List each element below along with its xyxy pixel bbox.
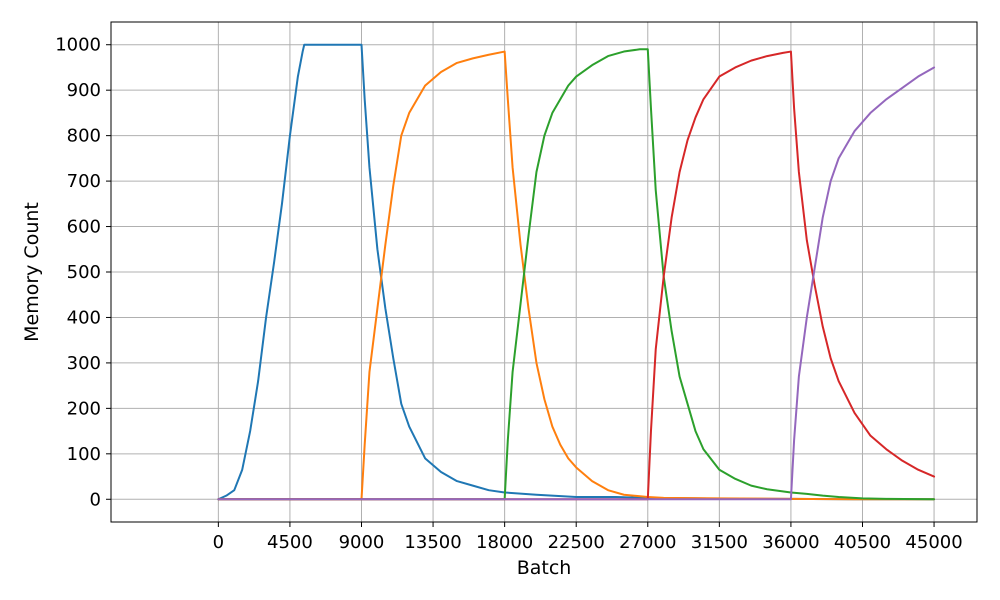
y-tick-label: 600 (67, 217, 101, 238)
x-tick-label: 22500 (548, 532, 605, 553)
y-tick-label: 500 (67, 262, 101, 283)
y-tick-label: 800 (67, 126, 101, 147)
y-tick-label: 900 (67, 80, 101, 101)
x-tick-label: 18000 (476, 532, 533, 553)
x-tick-label: 27000 (619, 532, 676, 553)
series-line-5 (217, 66, 936, 501)
y-tick-label: 1000 (55, 35, 101, 56)
y-tick-label: 400 (67, 307, 101, 328)
y-tick-label: 0 (90, 489, 101, 510)
axis-ticks: 0 4500 9000 13500 18000 22500 27000 31500 36000 4… (55, 35, 963, 553)
x-axis-title: Batch (517, 557, 572, 579)
x-tick-label: 31500 (691, 532, 748, 553)
series-line-1 (217, 43, 936, 501)
x-tick-label: 4500 (267, 532, 313, 553)
x-tick-label: 9000 (339, 532, 385, 553)
y-tick-label: 100 (67, 444, 101, 465)
series-line-4 (217, 50, 936, 501)
y-tick-label: 300 (67, 353, 101, 374)
series-line-2 (217, 50, 936, 501)
x-tick-label: 13500 (404, 532, 461, 553)
grid (111, 22, 977, 522)
x-tick-label: 40500 (834, 532, 891, 553)
x-tick-label: 0 (213, 532, 224, 553)
x-tick-label: 36000 (762, 532, 819, 553)
y-axis-title: Memory Count (21, 202, 43, 342)
y-tick-label: 200 (67, 398, 101, 419)
y-tick-label: 700 (67, 171, 101, 192)
series-lines (217, 43, 936, 501)
series-line-3 (217, 48, 936, 501)
x-tick-label: 45000 (905, 532, 962, 553)
